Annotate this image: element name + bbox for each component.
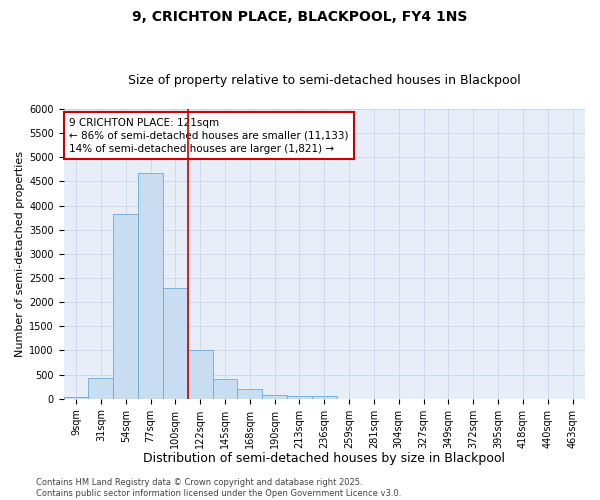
Y-axis label: Number of semi-detached properties: Number of semi-detached properties xyxy=(15,151,25,357)
Bar xyxy=(64,397,88,398)
Bar xyxy=(138,172,163,398)
Bar xyxy=(287,396,312,398)
Bar xyxy=(262,395,287,398)
Text: 9, CRICHTON PLACE, BLACKPOOL, FY4 1NS: 9, CRICHTON PLACE, BLACKPOOL, FY4 1NS xyxy=(133,10,467,24)
Bar xyxy=(163,288,188,399)
Text: Contains HM Land Registry data © Crown copyright and database right 2025.
Contai: Contains HM Land Registry data © Crown c… xyxy=(36,478,401,498)
Bar xyxy=(113,214,138,398)
Title: Size of property relative to semi-detached houses in Blackpool: Size of property relative to semi-detach… xyxy=(128,74,521,87)
Bar xyxy=(212,379,238,398)
Bar xyxy=(88,378,113,398)
Bar xyxy=(312,396,337,398)
Text: 9 CRICHTON PLACE: 121sqm
← 86% of semi-detached houses are smaller (11,133)
14% : 9 CRICHTON PLACE: 121sqm ← 86% of semi-d… xyxy=(69,118,349,154)
Bar xyxy=(188,350,212,399)
Bar xyxy=(238,388,262,398)
X-axis label: Distribution of semi-detached houses by size in Blackpool: Distribution of semi-detached houses by … xyxy=(143,452,505,465)
